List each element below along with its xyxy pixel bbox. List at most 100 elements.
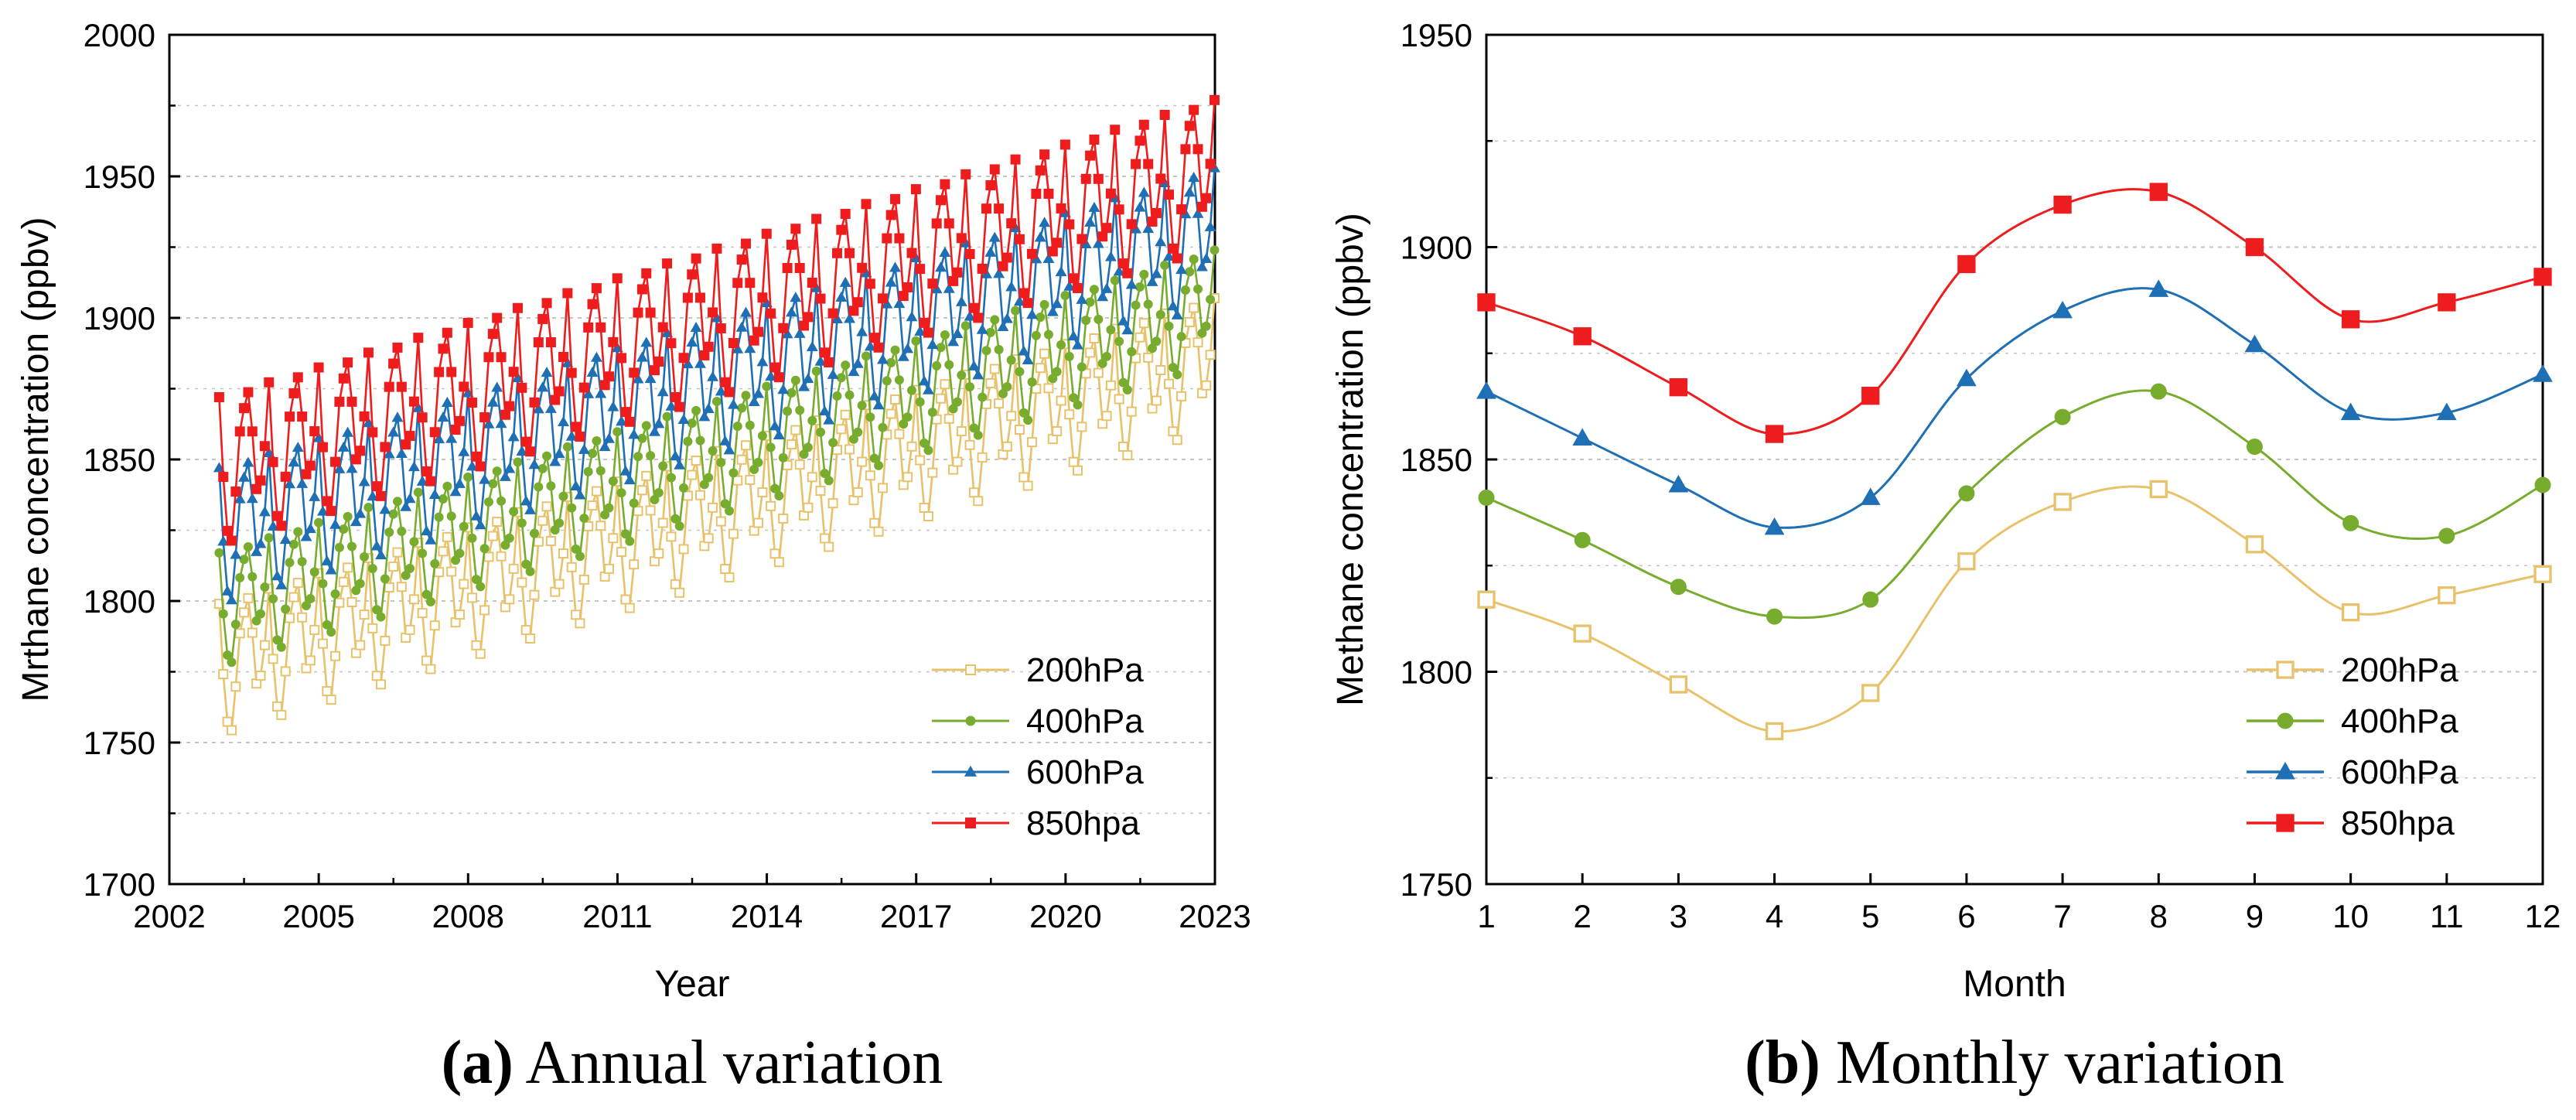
data-point <box>786 239 797 250</box>
data-point <box>973 312 984 323</box>
data-point <box>978 392 988 402</box>
x-tick-label: 2005 <box>282 898 354 934</box>
data-point <box>297 557 307 567</box>
data-point <box>645 307 656 318</box>
series-600hPa <box>1476 279 2553 535</box>
data-point <box>1043 383 1054 394</box>
data-point <box>454 610 465 620</box>
data-point <box>471 640 482 650</box>
data-point <box>1092 237 1104 248</box>
data-point <box>459 521 469 531</box>
data-point <box>425 476 436 487</box>
data-point <box>404 493 416 504</box>
data-point <box>861 351 871 361</box>
data-point <box>578 443 590 454</box>
data-point <box>1042 252 1055 263</box>
data-point <box>936 393 947 404</box>
data-point <box>708 446 718 456</box>
data-point <box>330 650 341 661</box>
data-point <box>413 487 423 497</box>
data-point <box>421 589 432 599</box>
data-point <box>213 391 224 402</box>
data-point <box>964 310 976 321</box>
data-point <box>674 459 686 470</box>
data-point <box>376 490 387 501</box>
data-point <box>371 481 382 492</box>
data-point <box>984 246 997 257</box>
data-point <box>1193 284 1203 294</box>
data-point <box>1201 321 1211 331</box>
data-point <box>679 483 689 493</box>
data-point <box>317 442 328 452</box>
data-point <box>267 520 279 531</box>
data-point <box>926 339 939 350</box>
data-point <box>326 627 336 637</box>
data-point <box>1039 348 1050 359</box>
data-point <box>1176 391 1187 401</box>
data-point <box>872 399 885 410</box>
data-point <box>425 596 435 606</box>
data-point <box>529 528 539 538</box>
data-point <box>392 497 402 507</box>
data-point <box>1164 321 1174 331</box>
data-point <box>989 364 1000 374</box>
data-point <box>653 548 664 559</box>
data-point <box>957 370 967 381</box>
data-point <box>1189 104 1199 115</box>
data-point <box>1052 426 1063 437</box>
data-point <box>1100 282 1113 293</box>
data-point <box>545 337 556 348</box>
data-point <box>1143 299 1153 309</box>
data-point <box>276 642 286 652</box>
x-tick-label: 12 <box>2525 898 2561 934</box>
data-point <box>218 669 229 680</box>
data-point <box>578 382 589 393</box>
data-point <box>280 471 291 482</box>
data-point <box>272 635 282 645</box>
data-point <box>1094 314 1104 324</box>
data-point <box>292 372 303 383</box>
data-point <box>1205 159 1216 169</box>
data-point <box>1167 300 1179 311</box>
data-point <box>288 592 299 603</box>
data-point <box>633 506 643 517</box>
data-point <box>1014 234 1025 244</box>
data-point <box>247 572 258 582</box>
data-point <box>496 496 507 506</box>
data-point <box>243 542 253 552</box>
data-point <box>309 567 319 577</box>
data-point <box>899 419 909 429</box>
data-point <box>869 517 880 528</box>
data-point <box>906 311 918 322</box>
data-point <box>491 381 503 392</box>
data-point <box>1131 300 1141 310</box>
data-point <box>1152 336 1162 347</box>
data-point <box>624 416 635 427</box>
caption-label: a <box>462 1029 493 1097</box>
data-point <box>728 468 739 478</box>
data-point <box>338 373 349 384</box>
data-point <box>998 261 1008 271</box>
series-600hPa <box>213 162 1220 605</box>
y-tick-label: 1950 <box>1401 17 1472 53</box>
data-point <box>2533 268 2552 286</box>
data-point <box>683 436 693 446</box>
data-point <box>486 396 499 407</box>
data-point <box>1574 531 1591 548</box>
x-tick-label: 1 <box>1477 898 1495 934</box>
data-point <box>524 504 537 514</box>
data-point <box>894 429 905 439</box>
data-point <box>1192 144 1203 155</box>
grid-lines <box>1486 140 2543 779</box>
data-point <box>571 422 582 432</box>
data-point <box>1180 285 1190 295</box>
data-point <box>396 582 407 592</box>
data-point <box>326 506 336 517</box>
data-point <box>285 613 295 623</box>
data-point <box>724 387 735 398</box>
data-point <box>915 455 926 466</box>
data-point <box>603 432 615 443</box>
data-point <box>288 456 300 467</box>
data-point <box>1201 193 1212 203</box>
